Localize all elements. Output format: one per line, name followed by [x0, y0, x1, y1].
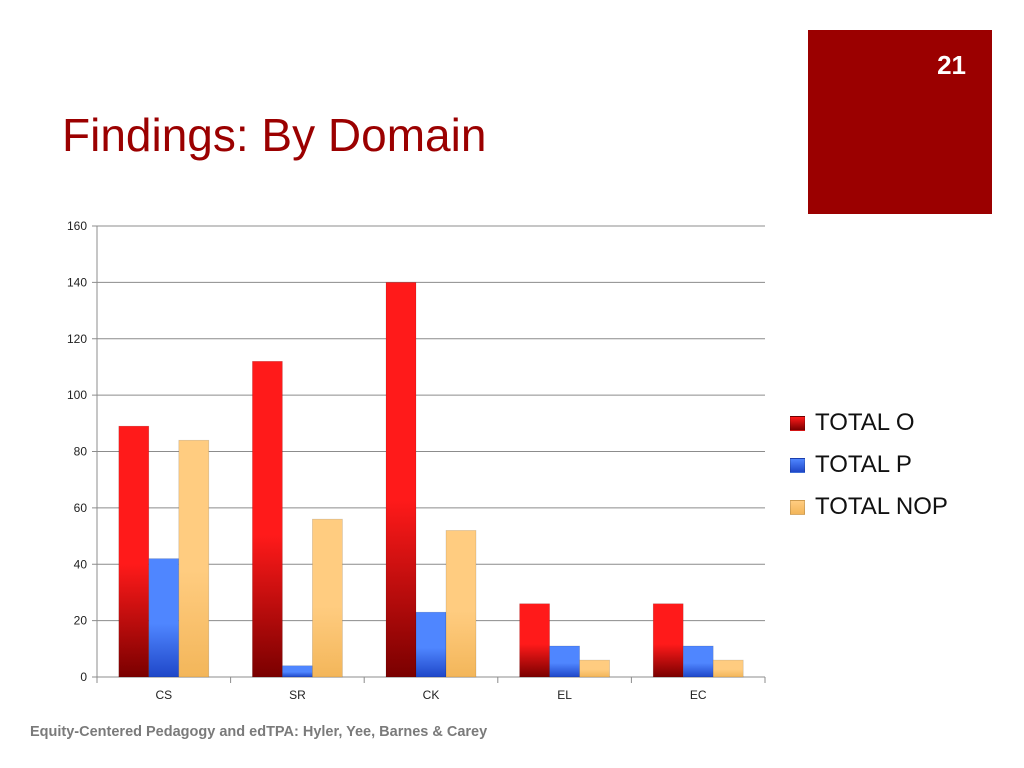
legend-item-total-p: TOTAL P	[790, 444, 948, 486]
bar-total-p-cs	[148, 558, 180, 678]
y-tick-label: 80	[74, 445, 88, 459]
y-tick-label: 160	[67, 219, 87, 233]
bar-total-o-ck	[385, 282, 417, 678]
legend-swatch	[790, 457, 805, 473]
bar-total-o-el	[519, 603, 550, 678]
bar-total-nop-cs	[178, 439, 210, 678]
y-tick-label: 0	[80, 670, 87, 684]
x-tick-label: CS	[155, 688, 172, 702]
y-tick-label: 20	[74, 614, 88, 628]
chart-labels: 0 20 40 60 80 100 120 140 160 CS SR CK EL EC	[67, 219, 707, 702]
y-tick-label: 40	[74, 557, 88, 571]
legend-swatch	[790, 415, 805, 431]
x-tick-label: SR	[289, 688, 306, 702]
y-tick-label: 100	[67, 388, 87, 402]
bar-total-p-ck	[415, 611, 447, 678]
legend-item-total-nop: TOTAL NOP	[790, 486, 948, 528]
bar-total-o-ec	[652, 603, 684, 678]
legend-label: TOTAL O	[815, 409, 915, 436]
bar-total-p-sr	[282, 665, 313, 678]
bar-total-p-el	[549, 645, 580, 678]
legend-swatch	[790, 499, 805, 515]
chart-bars	[118, 282, 744, 678]
slide-title: Findings: By Domain	[62, 109, 487, 161]
bar-total-p-ec	[682, 645, 714, 678]
bar-total-o-cs	[118, 425, 150, 678]
slide-number: 21	[937, 50, 966, 80]
x-tick-label: CK	[423, 688, 440, 702]
legend-label: TOTAL P	[815, 451, 912, 478]
y-tick-label: 140	[67, 275, 87, 289]
chart-legend: TOTAL O TOTAL P TOTAL NOP	[790, 402, 948, 528]
x-tick-label: EL	[557, 688, 572, 702]
bar-total-nop-ec	[712, 659, 744, 678]
bar-total-o-sr	[252, 360, 283, 678]
x-tick-label: EC	[690, 688, 707, 702]
legend-item-total-o: TOTAL O	[790, 402, 948, 444]
bar-total-nop-ck	[445, 530, 477, 678]
slide-footer: Equity-Centered Pedagogy and edTPA: Hyle…	[30, 724, 488, 740]
y-tick-label: 120	[67, 332, 87, 346]
bar-total-nop-el	[579, 659, 610, 678]
slide-number-box: 21	[808, 30, 992, 214]
y-tick-label: 60	[74, 501, 88, 515]
bar-total-nop-sr	[312, 518, 343, 678]
legend-label: TOTAL NOP	[815, 493, 948, 520]
